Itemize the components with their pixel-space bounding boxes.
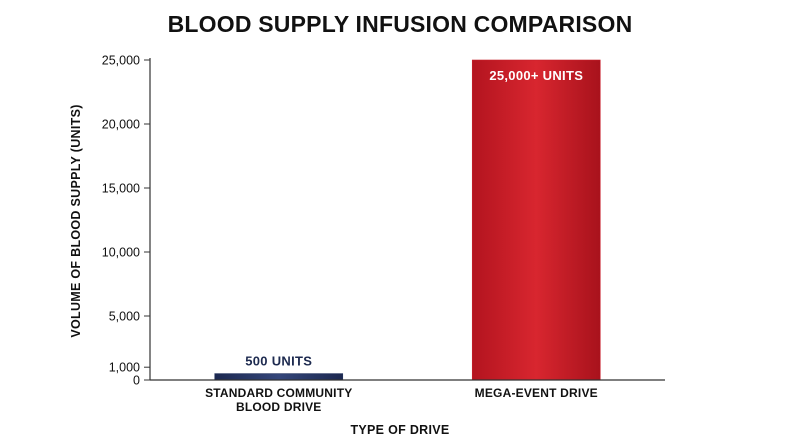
bars-layer (214, 59, 601, 381)
y-axis-label: VOLUME OF BLOOD SUPPLY (UNITS) (69, 104, 83, 337)
x-category-label: MEGA-EVENT DRIVE (475, 386, 598, 400)
chart-title: BLOOD SUPPLY INFUSION COMPARISON (168, 11, 633, 37)
y-tick-label: 25,000 (102, 54, 140, 68)
bar-data-label: 25,000+ UNITS (489, 68, 583, 83)
y-tick-label: 15,000 (102, 182, 140, 196)
axes-layer: 01,000 5,000 10,000 15,000 20,000 25,000 (102, 54, 665, 388)
y-tick-label: 1,000 (109, 361, 140, 375)
bar-mega-event (471, 59, 601, 381)
bar-data-label: 500 UNITS (245, 354, 312, 369)
bar-standard-community (214, 373, 344, 381)
y-tick-label: 20,000 (102, 118, 140, 132)
x-category-label: BLOOD DRIVE (236, 400, 322, 414)
y-tick-label: 0 (133, 374, 140, 388)
x-axis-label: TYPE OF DRIVE (350, 423, 449, 437)
x-category-label: STANDARD COMMUNITY (205, 386, 352, 400)
y-tick-label: 5,000 (109, 310, 140, 324)
y-tick-label: 10,000 (102, 246, 140, 260)
